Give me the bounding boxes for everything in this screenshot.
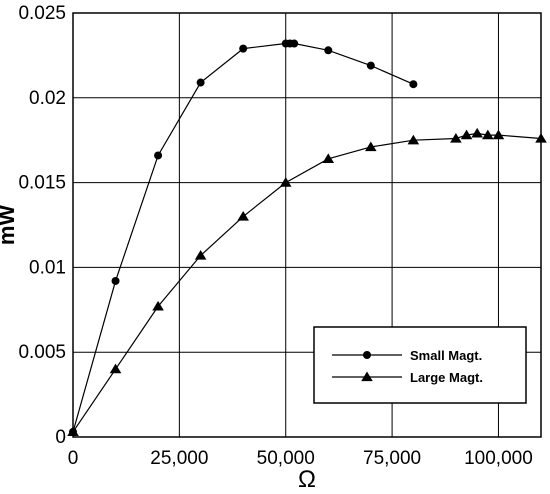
data-point-triangle: [482, 129, 494, 140]
data-point-triangle: [279, 177, 292, 187]
y-tick-label: 0.005: [18, 342, 66, 363]
data-point-circle: [290, 39, 299, 48]
legend: Small Magt. Large Magt.: [313, 326, 527, 404]
legend-marker-circle: [363, 351, 371, 359]
data-point-circle: [196, 78, 205, 87]
data-point-triangle: [450, 133, 462, 143]
y-tick-label: 0.02: [29, 88, 66, 109]
x-axis-title: Ω: [298, 466, 316, 493]
series-layer: [67, 39, 547, 437]
data-point-triangle: [535, 133, 547, 143]
data-point-circle: [111, 276, 120, 285]
data-point-triangle: [460, 129, 473, 140]
data-point-circle: [154, 151, 163, 160]
y-tick-label: 0.01: [29, 257, 66, 278]
data-point-triangle: [407, 134, 420, 145]
x-tick-label: 100,000: [464, 448, 533, 469]
data-point-triangle: [365, 141, 377, 152]
data-point-triangle: [194, 250, 207, 260]
y-axis-title: mW: [0, 205, 19, 246]
legend-label-large-magt: Large Magt.: [410, 370, 483, 385]
y-tick-label: 0: [55, 427, 66, 448]
data-point-triangle: [237, 211, 249, 221]
data-point-circle: [409, 80, 418, 89]
x-tick-label: 75,000: [363, 448, 421, 469]
tick-labels: 0 25,000 50,000 75,000 100,000 0 0.005 0.01 0.01…: [18, 3, 532, 469]
legend-marker-triangle: [361, 371, 373, 382]
x-tick-label: 0: [68, 448, 79, 469]
data-point-circle: [239, 44, 248, 53]
x-tick-label: 25,000: [150, 448, 208, 469]
data-point-triangle: [492, 129, 505, 140]
x-tick-label: 50,000: [257, 448, 315, 469]
data-point-triangle: [67, 426, 79, 437]
data-point-circle: [366, 61, 375, 70]
y-tick-label: 0.015: [18, 173, 66, 194]
data-point-circle: [324, 46, 333, 55]
y-tick-label: 0.025: [18, 3, 66, 24]
data-point-triangle: [152, 300, 164, 311]
data-point-triangle: [471, 127, 483, 138]
legend-label-small-magt: Small Magt.: [410, 348, 482, 363]
grid: [73, 13, 541, 437]
data-point-triangle: [109, 363, 122, 374]
data-point-triangle: [322, 153, 335, 163]
plot-area-frame: [72, 12, 542, 438]
legend-box: [313, 326, 527, 404]
